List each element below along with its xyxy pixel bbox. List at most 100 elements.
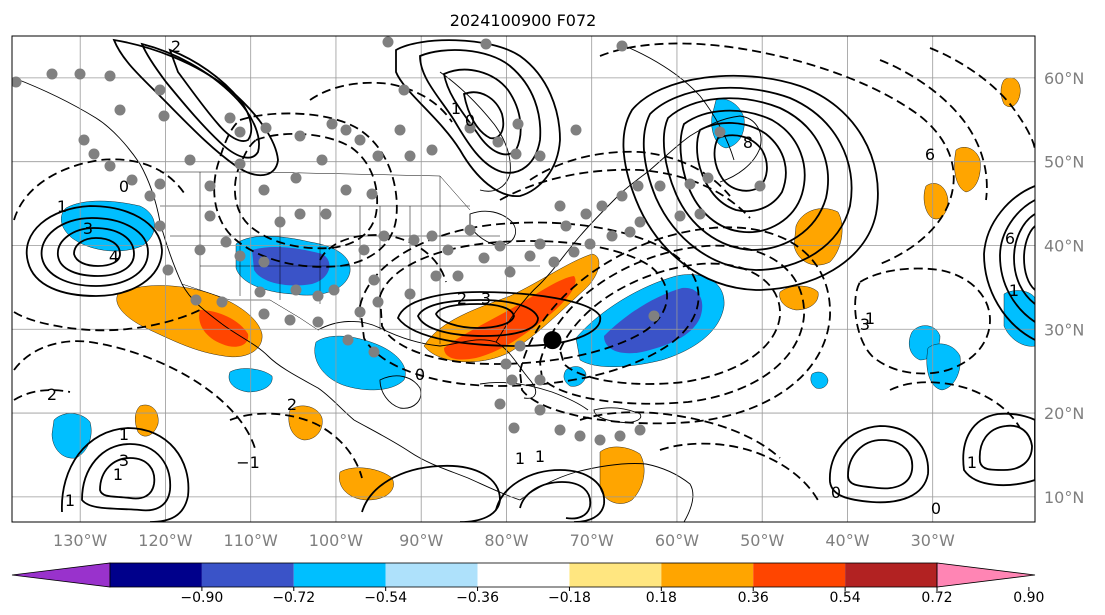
station-dot	[506, 374, 518, 386]
contour-rockies-high-2	[140, 42, 260, 159]
station-dot	[328, 284, 340, 296]
station-dot	[534, 238, 546, 250]
latitude-tick-label: 60°N	[1044, 69, 1084, 88]
contour-atlantic-high-1	[622, 74, 879, 291]
station-dots	[12, 36, 766, 446]
station-dot	[284, 314, 296, 326]
station-dot	[442, 244, 454, 256]
contour-pacific-high-3	[57, 227, 135, 277]
latitude-tick-label: 10°N	[1044, 488, 1084, 507]
longitude-tick-label: 80°W	[484, 531, 528, 550]
shade-westatlantic-negative-2	[926, 343, 961, 391]
contour-dashed-pacific-south-2	[13, 389, 71, 401]
station-dot	[342, 334, 354, 346]
station-dot	[568, 246, 580, 258]
shade-atlantic-small-positive	[779, 285, 819, 311]
station-dot	[534, 404, 546, 416]
colorbar-segment	[110, 563, 202, 587]
station-dot	[512, 118, 524, 130]
station-dot	[494, 398, 506, 410]
station-dot	[404, 288, 416, 300]
contour-dashed-north-hudson	[309, 81, 453, 123]
contour-dashed-pacific-band-2	[13, 309, 201, 332]
station-dot	[154, 220, 166, 232]
longitude-tick-label: 100°W	[309, 531, 364, 550]
station-dot	[190, 294, 202, 306]
latitude-tick-label: 20°N	[1044, 404, 1084, 423]
contour-label: 1	[451, 99, 461, 118]
contour-far-east-high-2	[999, 199, 1035, 323]
negative-contour-layer	[13, 42, 1035, 505]
contour-label: 2	[457, 289, 467, 308]
station-dot	[478, 252, 490, 264]
station-dot	[320, 208, 332, 220]
station-dot	[634, 424, 646, 436]
shade-south-positive	[339, 467, 394, 501]
colorbar-tick-label: −0.90	[180, 590, 223, 606]
shaded-anomaly-layer	[51, 77, 1035, 504]
colorbar-segment	[201, 563, 294, 587]
station-dot	[254, 286, 266, 298]
contour-label: 0	[415, 365, 425, 384]
station-dot	[358, 244, 370, 256]
contour-dashed-rockies-low-1	[213, 112, 398, 268]
station-dot	[534, 374, 546, 386]
contour-gulf-low-solid-3	[434, 303, 515, 329]
station-dot	[494, 240, 506, 252]
station-dot	[674, 210, 686, 222]
station-dot	[220, 236, 232, 248]
station-dot	[694, 208, 706, 220]
storm-center-marker	[543, 331, 562, 350]
station-dot	[408, 234, 420, 246]
station-dot	[154, 178, 166, 190]
contour-south-central-1	[361, 464, 501, 522]
station-dot	[158, 110, 170, 122]
contour-pacific-south-high-3	[99, 457, 156, 500]
contour-hudson-high-2	[419, 49, 542, 174]
station-dot	[294, 130, 306, 142]
border-us-mexico	[181, 283, 319, 331]
station-dot	[46, 68, 58, 80]
colorbar-tick-label: 0.18	[646, 590, 677, 606]
station-dot	[594, 434, 606, 446]
contour-label: 6	[1005, 229, 1015, 248]
contour-pacific-south-high-1	[61, 427, 190, 522]
station-dot	[104, 160, 116, 172]
longitude-tick-label: 40°W	[825, 531, 869, 550]
station-dot	[548, 256, 560, 268]
station-dot	[398, 84, 410, 96]
station-dot	[194, 244, 206, 256]
station-dot	[480, 38, 492, 50]
station-dot	[290, 172, 302, 184]
station-dot	[316, 154, 328, 166]
station-dot	[340, 124, 352, 136]
border-us-canada	[160, 171, 471, 211]
station-dot	[312, 316, 324, 328]
colorbar-segment	[385, 563, 478, 587]
contour-atlantic-south-high-1	[829, 425, 929, 504]
longitude-tick-label: 120°W	[138, 531, 193, 550]
contour-far-east-high-4	[1023, 225, 1035, 291]
station-dot	[12, 76, 22, 88]
station-dot	[684, 178, 696, 190]
contour-pacific-high-4	[73, 237, 121, 267]
contour-gulf-low-solid-1	[396, 291, 601, 347]
station-dot	[234, 126, 246, 138]
contour-label: 0	[119, 177, 129, 196]
longitude-tick-label: 70°W	[570, 531, 614, 550]
station-dot	[154, 84, 166, 96]
station-dot	[368, 274, 380, 286]
station-dot	[260, 122, 272, 134]
station-dot	[624, 226, 636, 238]
contour-layer	[25, 38, 1035, 522]
contour-dashed-pacific-band-1	[13, 158, 187, 221]
colorbar-extend-low	[11, 562, 111, 588]
station-dot	[290, 284, 302, 296]
station-dot	[104, 70, 116, 82]
contour-label: 3	[119, 451, 129, 470]
station-dot	[224, 112, 236, 124]
contour-far-east-high-1	[983, 185, 1035, 341]
